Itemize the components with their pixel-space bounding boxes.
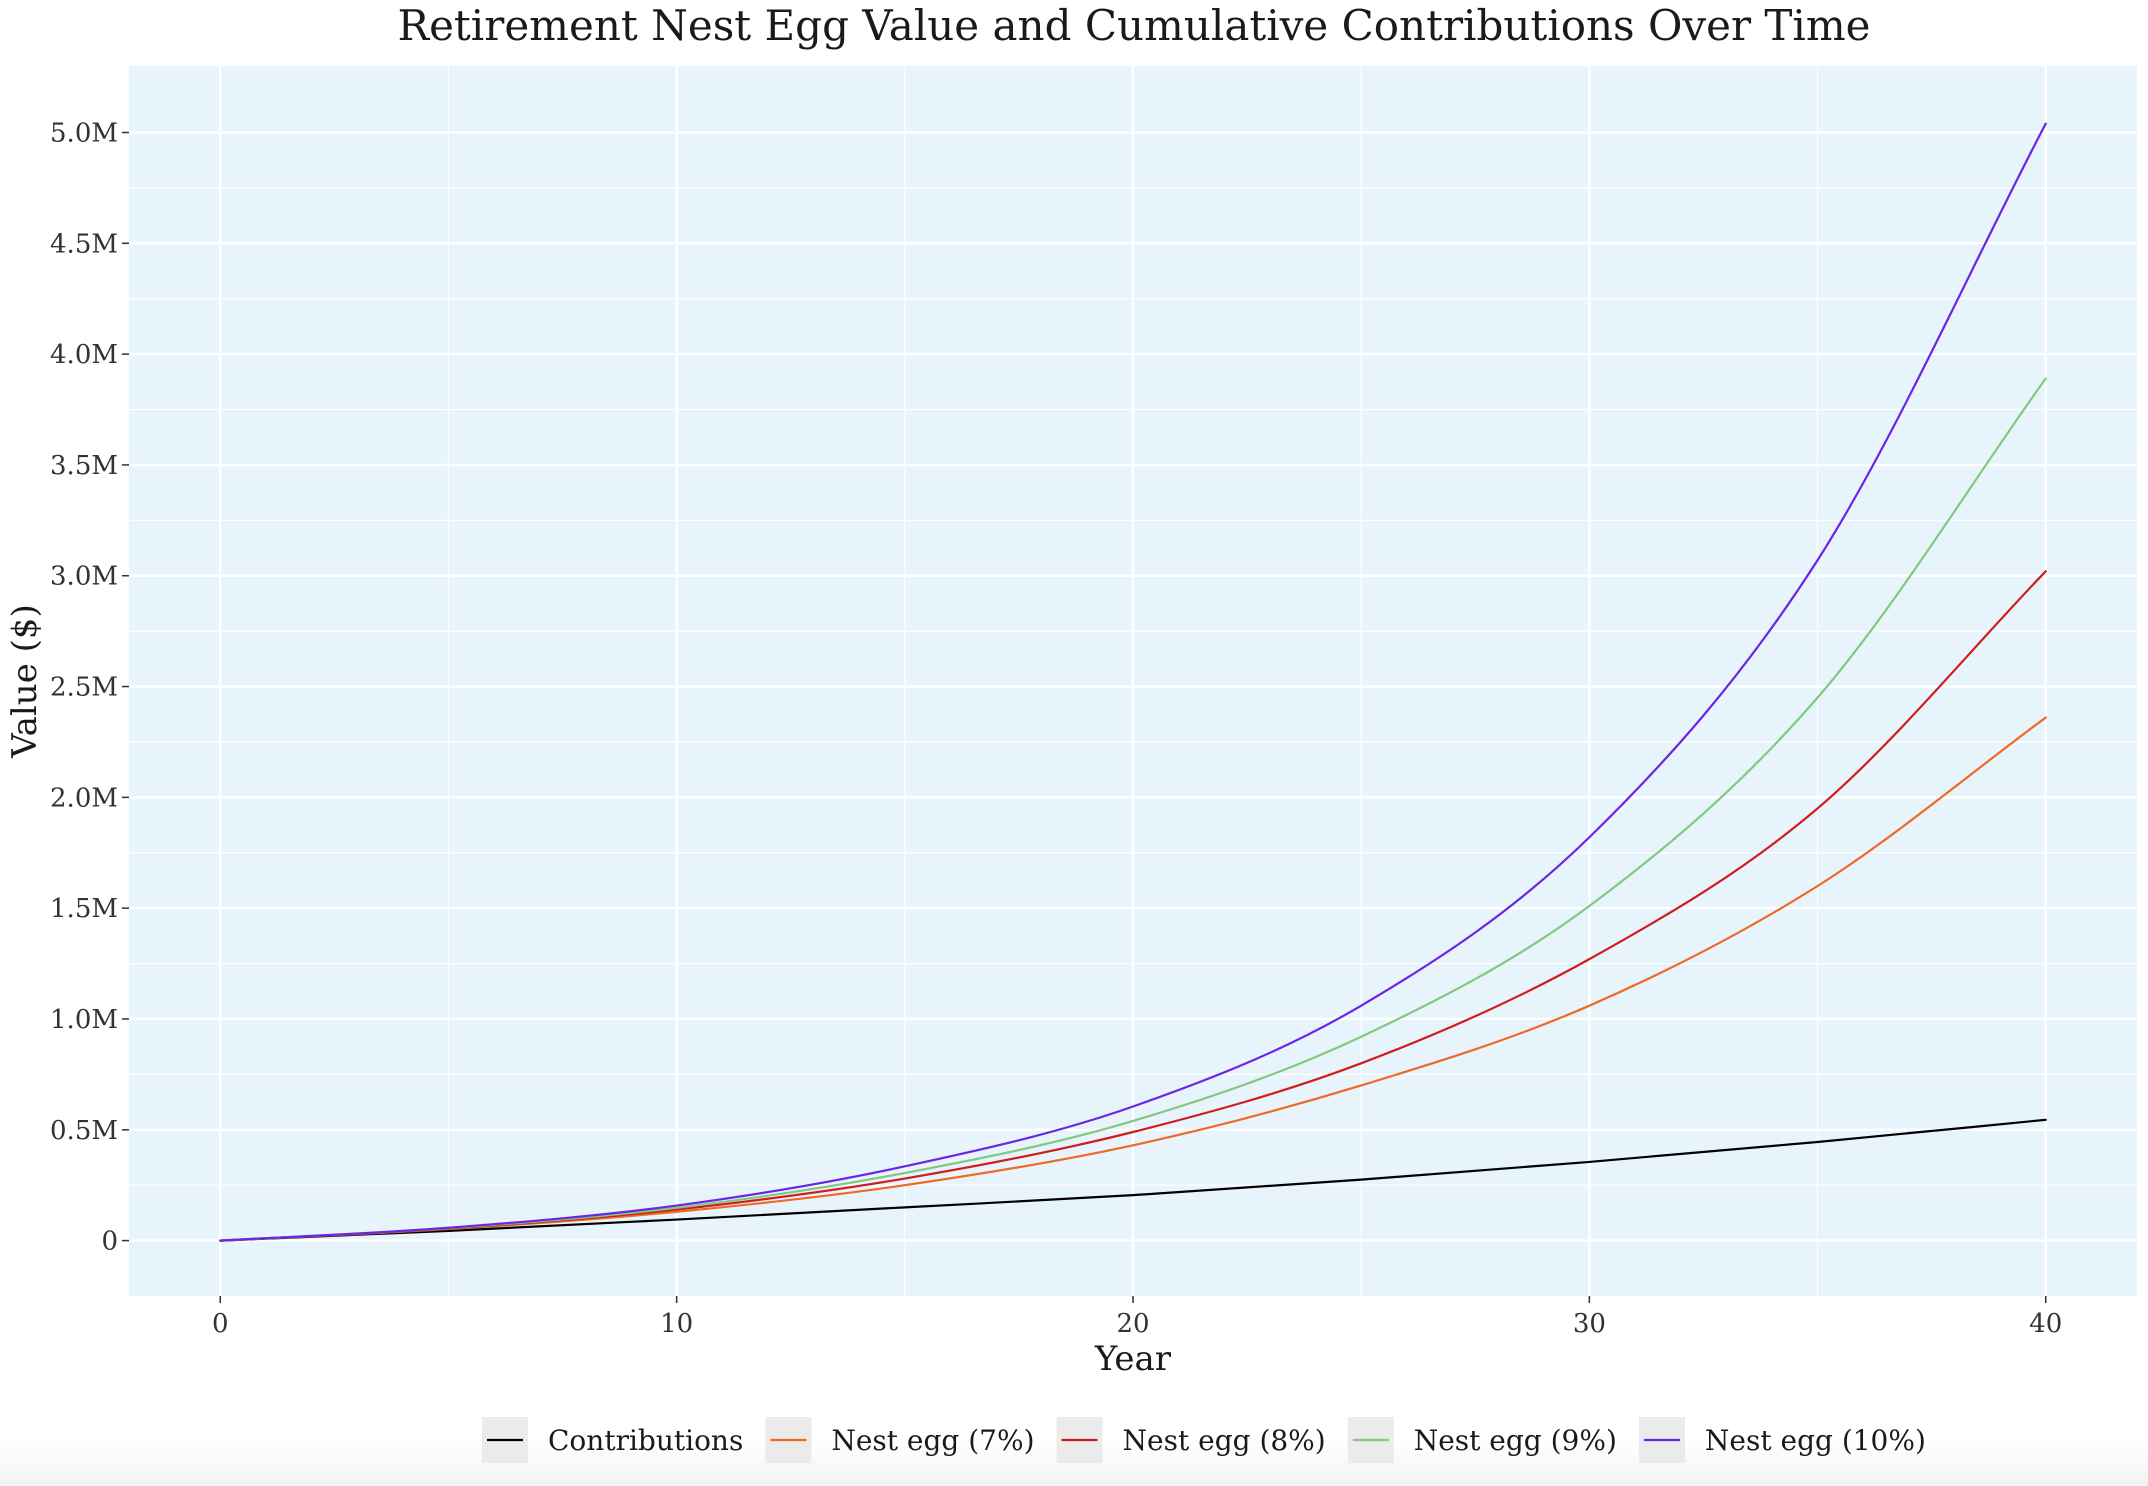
x-tick-label: 0 — [212, 1309, 229, 1339]
y-tick-label: 0 — [101, 1227, 118, 1257]
y-tick-label: 2.0M — [50, 783, 118, 813]
legend-item-1: Nest egg (7%) — [765, 1417, 1035, 1463]
y-tick-label: 1.5M — [50, 894, 118, 924]
legend-label: Nest egg (8%) — [1123, 1424, 1326, 1457]
y-tick-label: 4.0M — [50, 340, 118, 370]
legend-item-4: Nest egg (10%) — [1638, 1417, 1926, 1463]
gridlines — [129, 66, 2137, 1296]
chart-title: Retirement Nest Egg Value and Cumulative… — [397, 1, 1870, 50]
y-axis-title: Value ($) — [5, 604, 45, 759]
x-tick-label: 40 — [2029, 1309, 2062, 1339]
y-tick-label: 4.5M — [50, 229, 118, 259]
legend-label: Nest egg (7%) — [831, 1424, 1034, 1457]
y-tick-label: 5.0M — [50, 118, 118, 148]
legend-label: Contributions — [548, 1424, 743, 1457]
legend: Contributions Nest egg (7%) Nest egg (8%) N… — [482, 1417, 1926, 1463]
x-axis-title: Year — [1094, 1339, 1172, 1379]
y-tick-label: 3.5M — [50, 451, 118, 481]
x-tick-label: 30 — [1573, 1309, 1606, 1339]
y-tick-label: 0.5M — [50, 1116, 118, 1146]
y-tick-label: 1.0M — [50, 1005, 118, 1035]
series-lines — [219, 122, 2047, 1242]
legend-item-3: Nest egg (9%) — [1347, 1417, 1617, 1463]
series-line-4 — [219, 122, 2047, 1242]
y-tick-label: 3.0M — [50, 562, 118, 592]
legend-item-2: Nest egg (8%) — [1056, 1417, 1326, 1463]
legend-label: Nest egg (10%) — [1705, 1424, 1926, 1457]
series-line-0 — [219, 1118, 2047, 1242]
axis-ticks: 0 0.5M 1.0M 1.5M 2.0M 2.5M 3.0M 3.5M 4.0M 4.5M 5.0… — [50, 118, 2062, 1339]
legend-item-0: Contributions — [482, 1417, 743, 1463]
y-tick-label: 2.5M — [50, 673, 118, 703]
legend-label: Nest egg (9%) — [1414, 1424, 1617, 1457]
x-tick-label: 10 — [660, 1309, 693, 1339]
x-tick-label: 20 — [1116, 1309, 1149, 1339]
